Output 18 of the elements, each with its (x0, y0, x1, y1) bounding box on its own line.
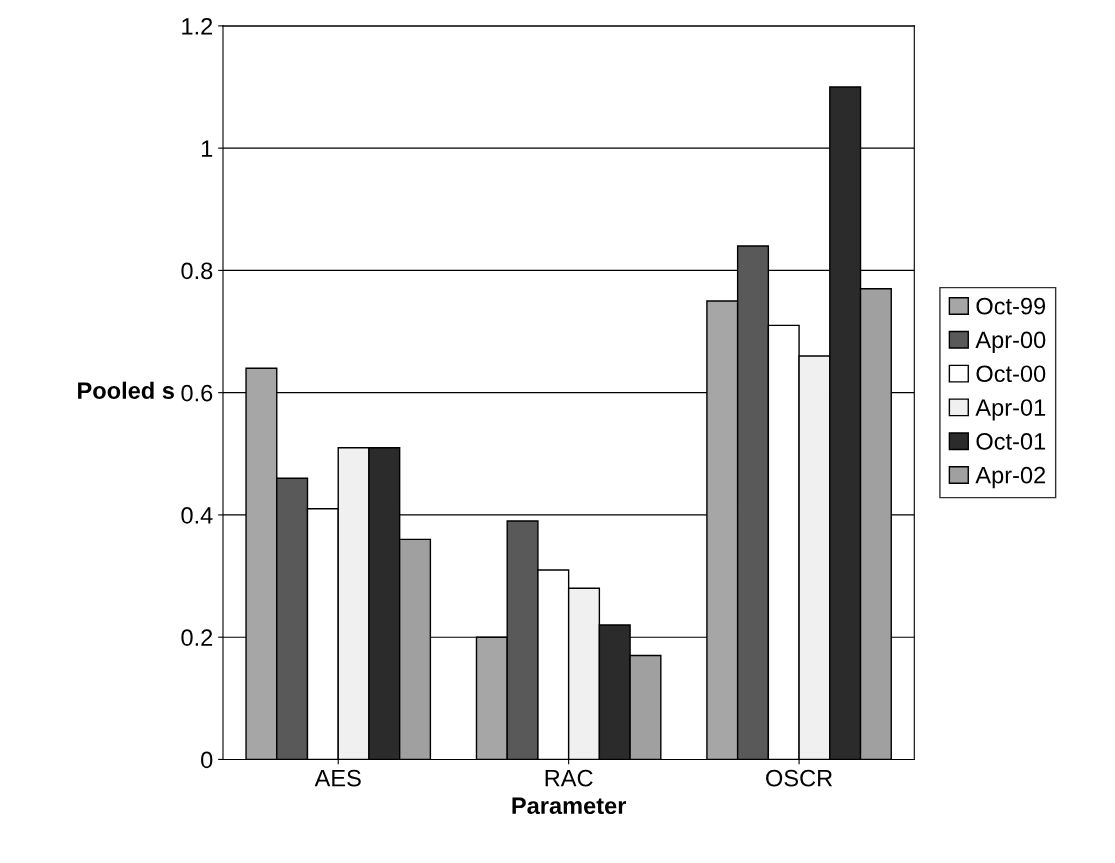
legend-label: Apr-01 (975, 399, 1046, 421)
y-tick-label: 0.4 (181, 506, 213, 524)
y-tick-label: 1 (201, 140, 213, 157)
legend-label: Apr-02 (975, 466, 1046, 489)
x-tick-label: OSCR (766, 769, 833, 787)
legend-label: Oct-01 (976, 433, 1046, 450)
legend-label: Oct-99 (976, 297, 1046, 315)
y-tick-label: 0.8 (181, 262, 213, 280)
y-tick-label: 0 (201, 751, 213, 769)
y-tick-label: 0.2 (181, 629, 213, 646)
legend-label: Oct-00 (976, 365, 1046, 383)
x-tick-label: AES (314, 769, 361, 787)
y-tick-label: 0.6 (181, 384, 213, 402)
x-axis-title: Parameter (512, 797, 627, 815)
y-axis-title: Pooled s (78, 381, 174, 399)
y-tick-label: 1.2 (182, 17, 213, 35)
legend-label: Apr-00 (975, 331, 1046, 353)
x-tick-label: RAC (545, 769, 593, 787)
